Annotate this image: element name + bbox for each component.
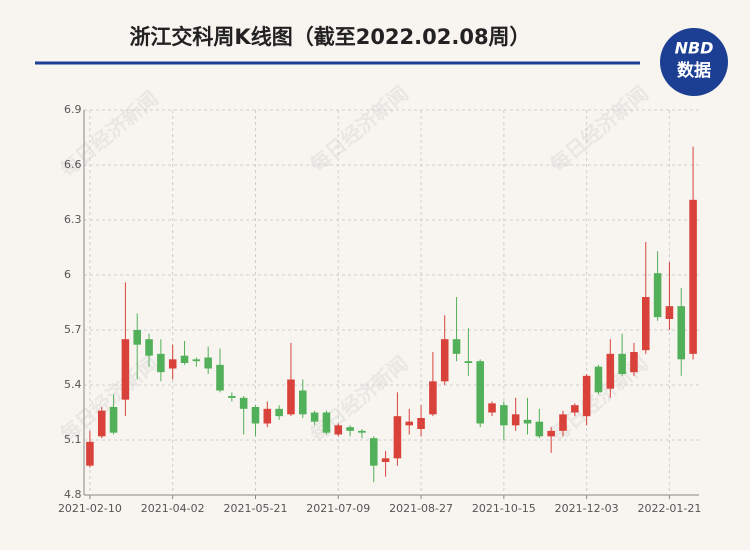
- candle-body: [488, 403, 496, 413]
- candle-body: [547, 430, 555, 437]
- candle-body: [417, 418, 425, 429]
- candle-body: [641, 297, 650, 351]
- candle-body: [228, 396, 236, 398]
- candle-body: [263, 408, 272, 424]
- candle-body: [630, 352, 638, 373]
- candle-body: [429, 381, 437, 415]
- y-tick-label: 6.9: [64, 103, 82, 116]
- candle-body: [204, 357, 212, 369]
- candle-body: [381, 458, 390, 462]
- x-tick-label: 2021-07-09: [306, 502, 370, 515]
- candle-body: [358, 430, 366, 433]
- candle-body: [287, 379, 295, 415]
- candle-body: [168, 359, 177, 369]
- candle-body: [251, 407, 260, 424]
- candle-body: [440, 339, 449, 382]
- candle-body: [452, 339, 461, 354]
- candle-body: [689, 199, 697, 354]
- candle-body: [677, 306, 686, 360]
- candle-body: [606, 353, 615, 389]
- candle-body: [594, 366, 603, 393]
- x-tick-label: 2021-12-03: [555, 502, 619, 515]
- logo-bottom: 数据: [677, 60, 711, 81]
- y-tick-label: 6.6: [64, 158, 82, 171]
- x-tick-label: 2021-05-21: [224, 502, 288, 515]
- candle-body: [582, 375, 591, 417]
- candle-body: [275, 408, 283, 417]
- candle-body: [109, 407, 118, 433]
- candle-body: [405, 421, 414, 426]
- y-tick-label: 4.8: [64, 488, 82, 501]
- x-tick-label: 2021-02-10: [58, 502, 122, 515]
- chart-title: 浙江交科周K线图（截至2022.02.08周）: [129, 25, 530, 49]
- y-tick-label: 5.4: [64, 378, 82, 391]
- x-tick-label: 2021-04-02: [141, 502, 205, 515]
- candle-body: [145, 339, 153, 356]
- candle-body: [369, 438, 378, 466]
- candle-body: [571, 405, 579, 413]
- candle-body: [180, 355, 189, 363]
- candle-body: [133, 330, 142, 345]
- candle-body: [310, 412, 319, 422]
- y-tick-label: 5.1: [64, 433, 82, 446]
- candle-body: [618, 353, 626, 374]
- candle-body: [157, 353, 165, 373]
- x-tick-label: 2021-08-27: [389, 502, 453, 515]
- candle-body: [476, 361, 484, 424]
- candle-body: [192, 359, 201, 362]
- candle-body: [346, 427, 354, 431]
- logo-top: NBD: [675, 39, 714, 58]
- candle-body: [322, 412, 331, 433]
- candle-body: [653, 273, 662, 318]
- candle-body: [86, 441, 94, 466]
- candle-body: [239, 397, 248, 409]
- candle-body: [559, 414, 567, 431]
- candle-body: [523, 419, 532, 424]
- candle-body: [97, 410, 106, 437]
- y-tick-label: 5.7: [64, 323, 82, 336]
- candle-body: [535, 421, 544, 437]
- candle-body: [299, 390, 307, 415]
- y-tick-label: 6: [64, 268, 71, 281]
- x-tick-label: 2022-01-21: [637, 502, 701, 515]
- candle-body: [393, 416, 402, 459]
- logo-circle: [660, 28, 728, 96]
- candle-body: [511, 414, 520, 426]
- candle-body: [665, 306, 674, 319]
- candle-body: [334, 425, 343, 435]
- candle-body: [121, 339, 130, 400]
- y-tick-label: 6.3: [64, 213, 82, 226]
- candle-body: [216, 364, 224, 391]
- candle-body: [500, 405, 508, 426]
- candle-body: [464, 361, 473, 363]
- x-tick-label: 2021-10-15: [472, 502, 536, 515]
